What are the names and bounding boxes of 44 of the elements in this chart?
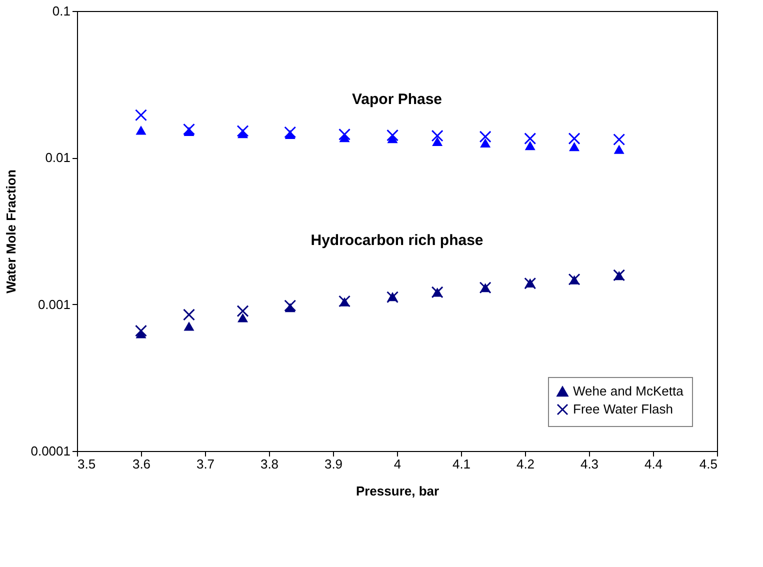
point bbox=[614, 144, 624, 154]
point bbox=[386, 129, 399, 142]
point bbox=[184, 322, 194, 331]
x-tick-label: 4.1 bbox=[452, 456, 471, 472]
point bbox=[135, 324, 147, 337]
point bbox=[524, 132, 536, 145]
legend-label: Wehe and McKetta bbox=[573, 384, 684, 398]
x-tick-label: 3.6 bbox=[132, 456, 151, 472]
point bbox=[135, 109, 147, 122]
x-tick-label: 4.2 bbox=[516, 456, 535, 472]
point bbox=[136, 126, 146, 135]
x-tick-label: 4.4 bbox=[644, 456, 663, 472]
legend-label: Free Water Flash bbox=[573, 402, 673, 416]
x-tick-label: 4 bbox=[394, 456, 402, 472]
point bbox=[613, 134, 626, 146]
x-tick-label: 3.8 bbox=[260, 456, 279, 472]
y-axis-title: Water Mole Fraction bbox=[4, 170, 19, 294]
point bbox=[183, 308, 195, 321]
point bbox=[569, 142, 580, 152]
x-tick-label: 3.9 bbox=[324, 456, 343, 472]
x-axis-title: Pressure, bar bbox=[356, 484, 440, 498]
point bbox=[284, 126, 296, 138]
x-tick-label: 3.5 bbox=[78, 456, 96, 472]
point bbox=[284, 300, 296, 312]
point bbox=[238, 313, 248, 322]
point bbox=[236, 305, 249, 318]
point bbox=[524, 140, 536, 150]
x-tick-label: 3.7 bbox=[196, 456, 215, 472]
y-tick-label: 0.001 bbox=[38, 296, 70, 312]
y-tick-label: 0.1 bbox=[52, 4, 70, 18]
point bbox=[432, 136, 443, 146]
point bbox=[183, 123, 195, 136]
point bbox=[431, 130, 444, 142]
x-tick-label: 4.5 bbox=[699, 456, 718, 472]
y-tick-label: 0.01 bbox=[45, 150, 70, 166]
point bbox=[236, 125, 249, 137]
point bbox=[479, 130, 492, 143]
x-tick-label: 4.3 bbox=[580, 456, 599, 472]
annotation: Vapor Phase bbox=[352, 91, 442, 108]
point bbox=[338, 128, 351, 140]
y-tick-label: 0.0001 bbox=[30, 444, 70, 458]
annotation: Hydrocarbon rich phase bbox=[310, 232, 484, 249]
point bbox=[480, 138, 491, 148]
point bbox=[568, 132, 580, 145]
